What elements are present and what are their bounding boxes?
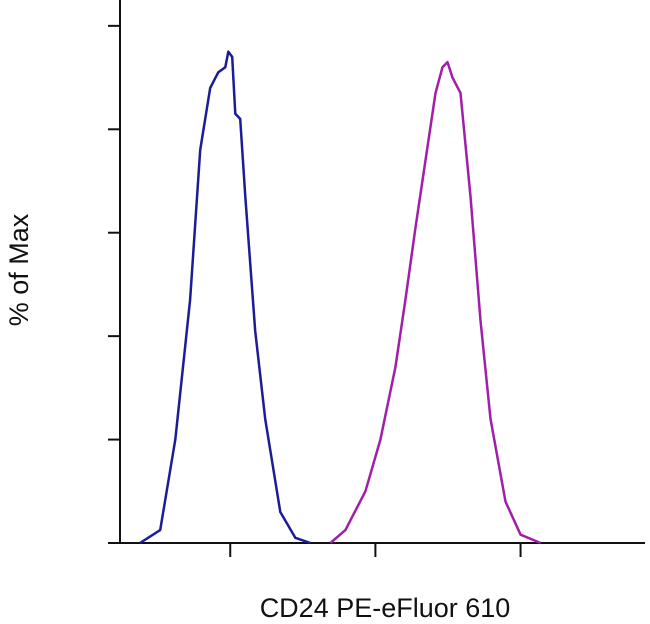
- histogram-line: [329, 60, 542, 545]
- x-axis-label: CD24 PE-eFluor 610: [260, 593, 511, 623]
- y-axis-label: % of Max: [4, 213, 34, 326]
- histogram-line: [139, 50, 311, 545]
